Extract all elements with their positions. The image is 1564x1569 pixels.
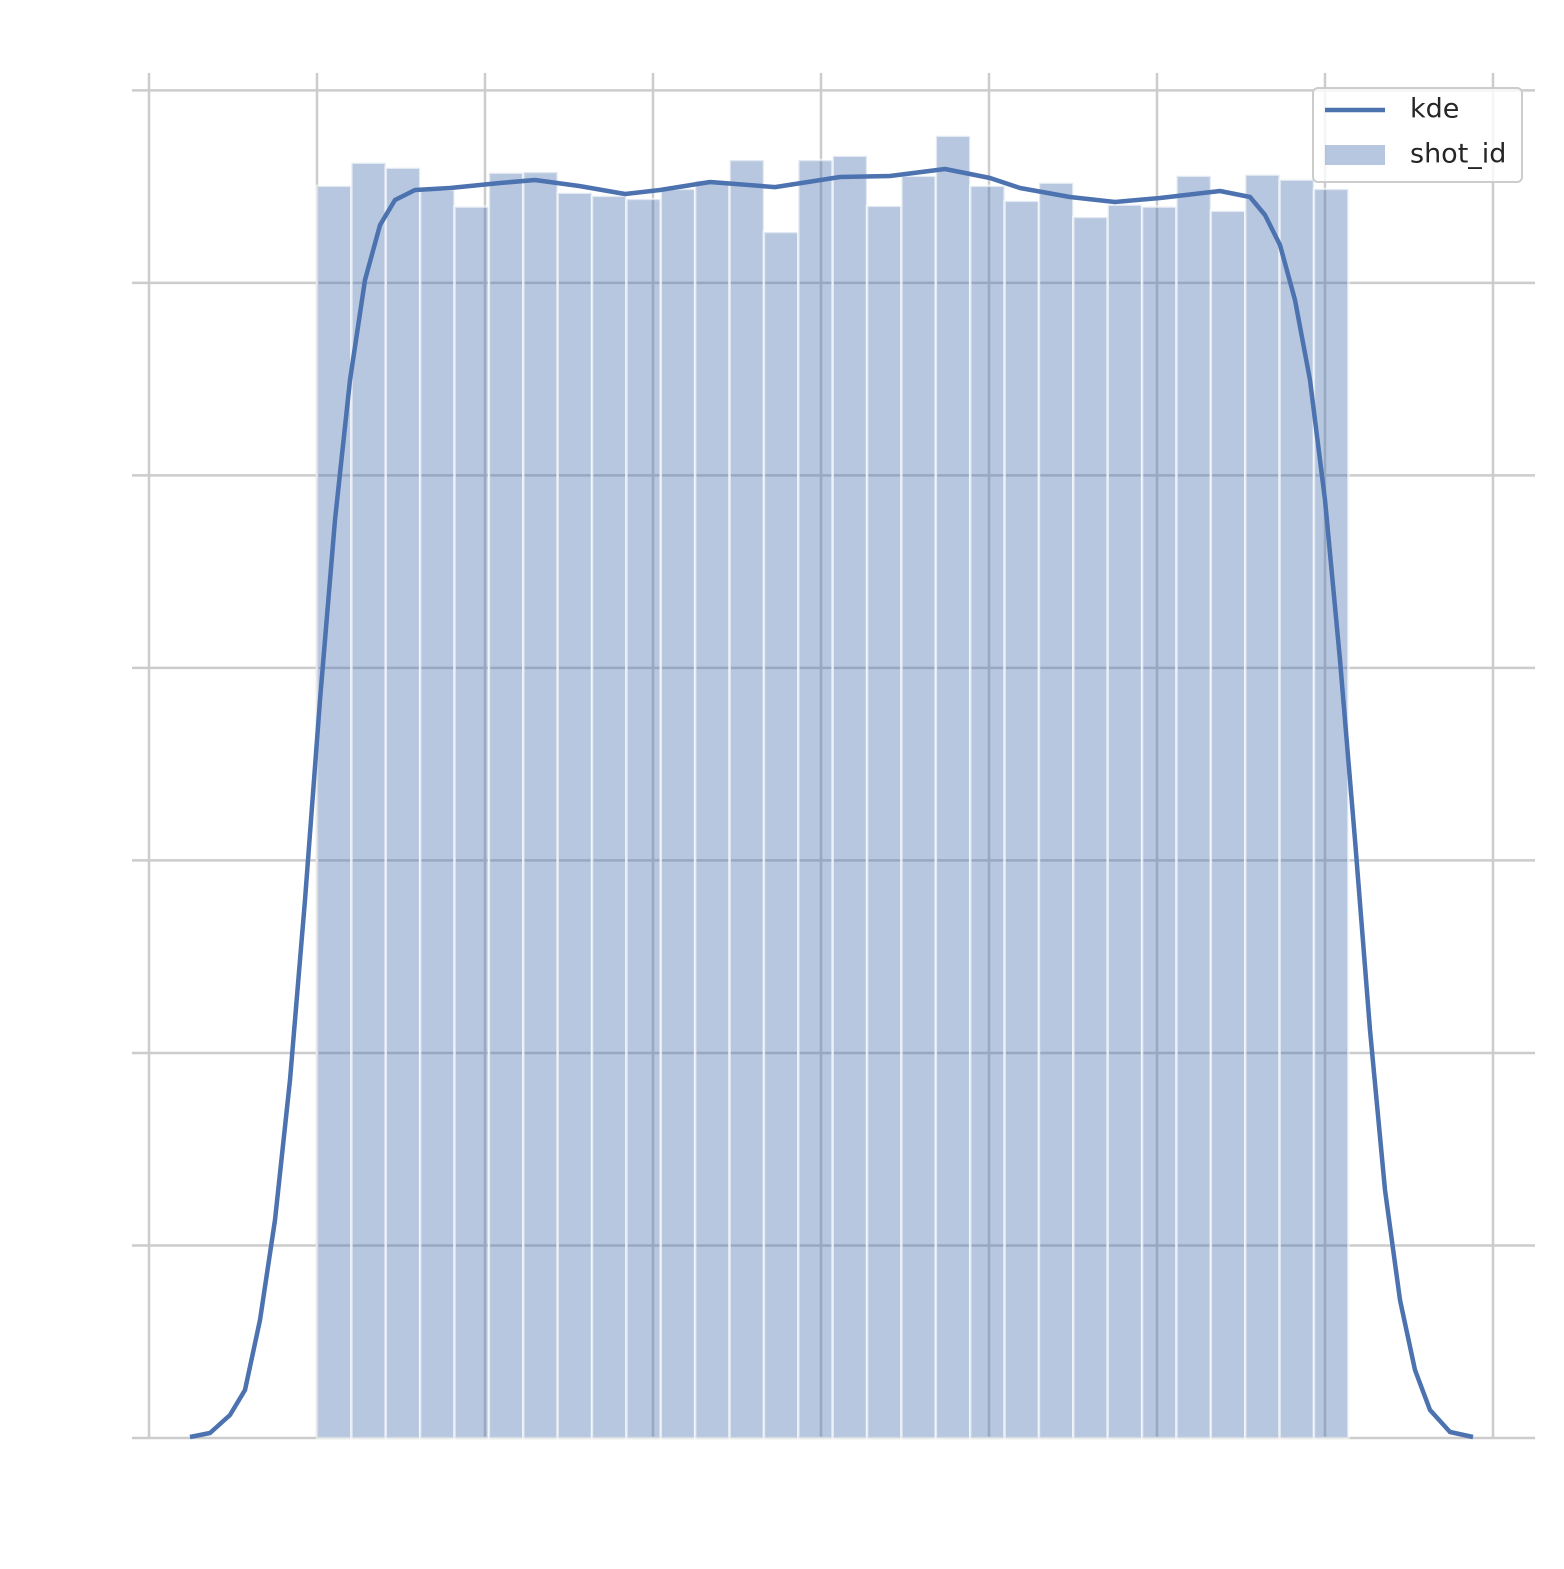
bar <box>1037 181 1075 1440</box>
bar <box>728 158 766 1440</box>
bar <box>453 205 491 1440</box>
bar <box>1278 178 1316 1440</box>
bar <box>659 187 697 1440</box>
bar <box>1003 199 1041 1440</box>
bar <box>1209 209 1247 1440</box>
bar <box>693 179 731 1440</box>
bar <box>900 174 938 1440</box>
bar <box>625 197 663 1440</box>
bar <box>556 191 594 1440</box>
bar <box>1072 215 1109 1440</box>
bar <box>1312 187 1350 1440</box>
bar <box>968 184 1006 1440</box>
bar <box>350 161 388 1440</box>
bar <box>384 166 422 1440</box>
bar <box>418 188 456 1440</box>
kde-line <box>189 166 1474 1440</box>
bar <box>522 170 559 1440</box>
bar <box>797 158 834 1440</box>
bar <box>762 230 800 1440</box>
bar <box>831 154 869 1440</box>
legend-label: kde <box>1410 94 1459 125</box>
legend-patch <box>1325 145 1385 165</box>
bar <box>934 134 972 1440</box>
bar <box>590 194 628 1440</box>
bar <box>1140 205 1178 1440</box>
legend: kde shot_id <box>1312 87 1523 183</box>
bar <box>315 184 353 1440</box>
bar <box>487 171 525 1440</box>
histogram <box>315 134 1350 1440</box>
bar <box>1243 173 1281 1440</box>
bar <box>1106 203 1144 1440</box>
bar <box>865 204 903 1440</box>
bar <box>1175 174 1213 1440</box>
legend-label: shot_id <box>1410 139 1506 170</box>
